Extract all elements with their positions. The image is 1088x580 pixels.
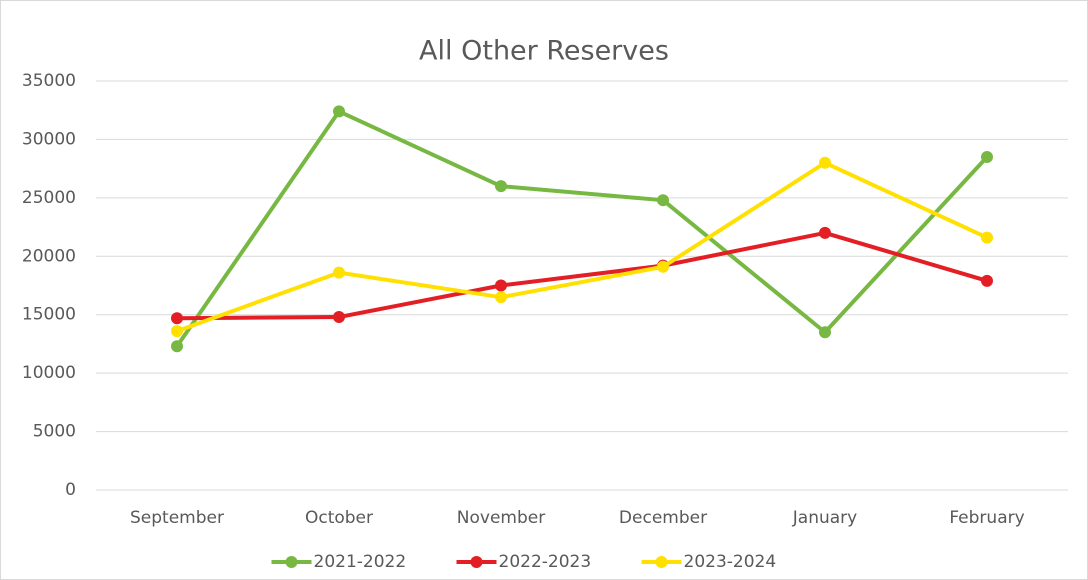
x-tick-label: November [457, 508, 545, 528]
y-tick-label: 30000 [22, 129, 76, 149]
x-tick-label: September [130, 508, 224, 528]
legend-label: 2021-2022 [314, 552, 407, 572]
data-point [981, 231, 993, 244]
series-line [176, 160, 988, 333]
data-point [171, 340, 183, 353]
data-point [981, 150, 993, 163]
data-point [333, 105, 345, 118]
data-point [657, 260, 669, 273]
y-tick-label: 10000 [22, 363, 76, 383]
legend-label: 2022-2023 [499, 552, 592, 572]
data-point [171, 325, 183, 338]
y-tick-label: 20000 [22, 246, 76, 266]
data-point [495, 180, 507, 193]
x-tick-label: October [305, 508, 373, 528]
data-point [333, 311, 345, 324]
x-tick-label: February [949, 508, 1024, 528]
y-tick-label: 0 [65, 480, 76, 500]
y-tick-label: 35000 [22, 71, 76, 91]
x-tick-label: January [792, 508, 857, 528]
series-line [175, 109, 989, 348]
y-tick-label: 25000 [22, 188, 76, 208]
legend-marker [285, 556, 298, 568]
data-point [171, 312, 183, 325]
data-point [981, 274, 993, 287]
data-point [333, 266, 345, 279]
data-point [657, 194, 669, 207]
data-point [495, 279, 507, 292]
x-tick-label: December [619, 508, 707, 528]
legend-label: 2023-2024 [684, 552, 777, 572]
chart-title: All Other Reserves [419, 36, 669, 67]
data-point [819, 156, 831, 169]
legend-marker [470, 556, 483, 568]
series-line [176, 230, 988, 321]
data-point [495, 291, 507, 304]
data-point [819, 326, 831, 339]
data-point [819, 226, 831, 239]
y-tick-label: 5000 [33, 422, 76, 442]
y-tick-label: 15000 [22, 305, 76, 325]
legend-marker [655, 556, 668, 568]
